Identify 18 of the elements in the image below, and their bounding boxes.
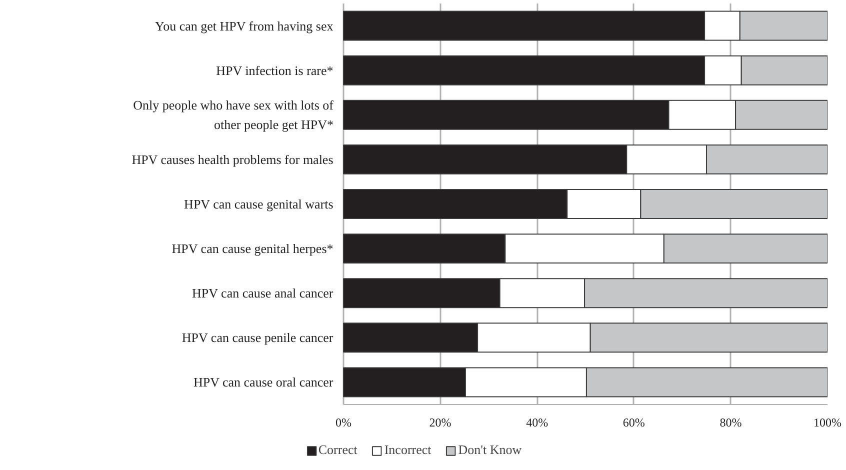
y-tick-label: HPV can cause genital warts bbox=[184, 196, 334, 212]
y-tick-label: Only people who have sex with lots of other people get HPV* bbox=[133, 98, 334, 132]
y-tick-label: HPV can cause penile cancer bbox=[182, 330, 334, 346]
legend-label: Correct bbox=[318, 442, 358, 458]
x-tick-label: 40% bbox=[526, 416, 548, 430]
y-tick-label: You can get HPV from having sex bbox=[155, 18, 334, 34]
legend-label: Incorrect bbox=[384, 442, 432, 458]
y-tick-label: HPV causes health problems for males bbox=[132, 152, 334, 167]
x-tick-label: 0% bbox=[336, 416, 352, 430]
y-tick-label: HPV can cause genital herpes* bbox=[172, 241, 334, 256]
y-tick-label: HPV can cause anal cancer bbox=[192, 286, 334, 301]
x-tick-label: 20% bbox=[429, 416, 452, 430]
y-tick-label: HPV can cause oral cancer bbox=[193, 374, 334, 390]
x-tick-label: 80% bbox=[720, 416, 742, 430]
y-tick-label: HPV infection is rare* bbox=[216, 62, 334, 78]
x-tick-label: 60% bbox=[622, 416, 645, 430]
x-tick-label: 100% bbox=[814, 416, 842, 430]
legend-label: Don't Know bbox=[458, 442, 522, 458]
